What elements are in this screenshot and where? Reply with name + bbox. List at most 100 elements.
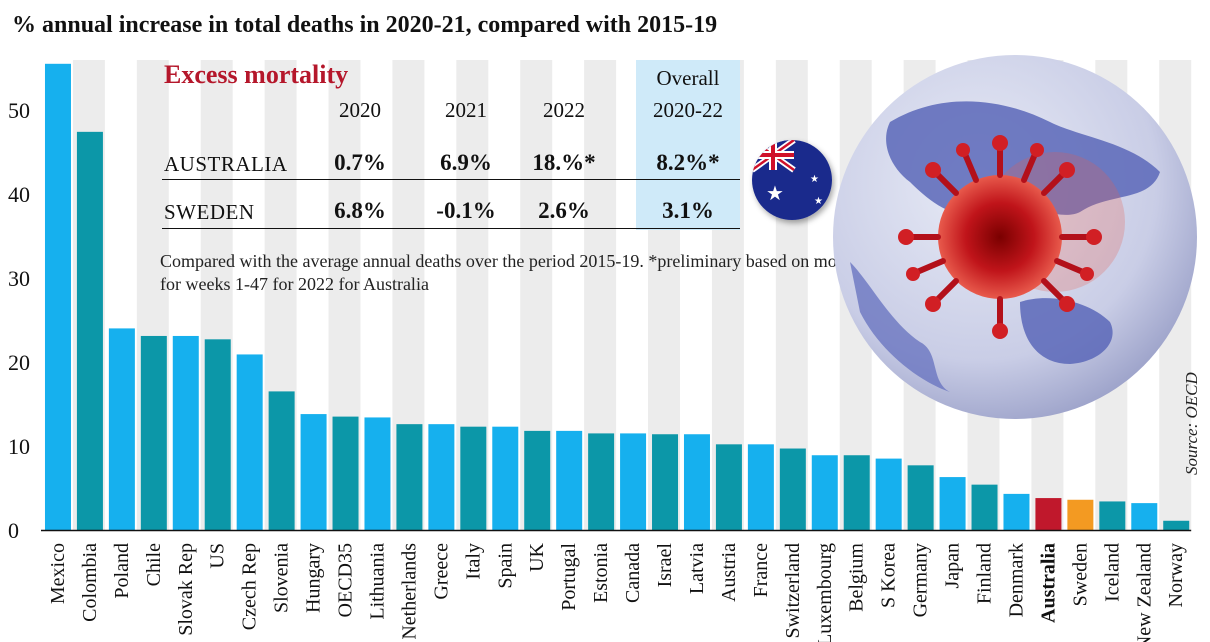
y-tick-label: 50	[8, 98, 30, 123]
y-tick-label: 0	[8, 518, 19, 543]
x-tick-label: Poland	[111, 543, 133, 599]
x-tick-label: Spain	[494, 543, 516, 589]
sweden-overall: 3.1%	[662, 198, 714, 223]
x-tick-label: Iceland	[1101, 543, 1123, 602]
bar	[779, 448, 806, 530]
bar	[364, 417, 391, 530]
row-australia-label: AUSTRALIA	[164, 152, 288, 176]
bar	[204, 339, 231, 530]
bar	[76, 131, 103, 530]
x-tick-label: Austria	[718, 543, 740, 602]
bar	[332, 416, 359, 530]
x-tick-label: Lithuania	[366, 543, 388, 620]
sweden-2021: -0.1%	[436, 198, 496, 223]
australia-2022: 18.%*	[532, 150, 596, 175]
bar	[1035, 498, 1062, 530]
x-tick-label: Hungary	[303, 543, 325, 613]
x-tick-label: Netherlands	[398, 543, 420, 640]
svg-text:★: ★	[810, 174, 819, 185]
bar	[652, 434, 679, 530]
bar	[428, 424, 455, 530]
bar	[140, 335, 167, 530]
bar	[1099, 501, 1126, 530]
x-tick-label: Italy	[462, 543, 484, 580]
globe-virus-illustration-icon	[830, 52, 1200, 422]
bar	[715, 444, 742, 530]
x-tick-label: Japan	[942, 543, 964, 589]
col-2020: 2020	[339, 98, 381, 122]
x-tick-label: UK	[526, 542, 548, 571]
table-footnote: Compared with the average annual deaths …	[160, 251, 880, 294]
y-tick-label: 10	[8, 434, 30, 459]
bar	[492, 426, 519, 530]
x-tick-label: Mexico	[47, 543, 69, 604]
x-tick-label: Czech Rep	[239, 543, 261, 630]
x-tick-label: Slovenia	[271, 543, 293, 613]
svg-text:★: ★	[766, 181, 784, 205]
x-tick-label: Sweden	[1069, 543, 1091, 606]
x-tick-label: Germany	[910, 543, 932, 617]
col-overall-line2: 2020-22	[653, 98, 723, 122]
x-tick-label: Greece	[430, 543, 452, 600]
sweden-2022: 2.6%	[538, 198, 590, 223]
bar	[556, 430, 583, 530]
col-2021: 2021	[445, 98, 487, 122]
x-tick-label: Israel	[654, 543, 676, 588]
bar	[683, 434, 710, 530]
bar	[620, 433, 647, 530]
bar	[843, 455, 870, 530]
x-tick-label: Slovak Rep	[175, 543, 197, 636]
bar	[1163, 520, 1190, 530]
col-2022: 2022	[543, 98, 585, 122]
australia-2021: 6.9%	[440, 150, 492, 175]
table-title: Excess mortality	[164, 60, 349, 89]
bar	[1131, 503, 1158, 530]
australian-flag-icon: ★ ★ ★	[752, 140, 832, 220]
bar	[44, 63, 71, 531]
excess-mortality-table: Excess mortality 2020 2021 2022 Overall …	[158, 58, 748, 238]
bar	[268, 391, 295, 530]
x-tick-label: S Korea	[878, 543, 900, 608]
bar	[524, 430, 551, 530]
bar	[811, 455, 838, 530]
row-divider	[162, 179, 740, 180]
x-tick-label: Australia	[1037, 543, 1059, 623]
x-tick-label: Switzerland	[782, 543, 804, 639]
x-tick-label: Latvia	[686, 543, 708, 594]
y-tick-label: 20	[8, 350, 30, 375]
australia-overall: 8.2%*	[656, 150, 720, 175]
bar	[588, 433, 615, 530]
x-tick-label: OECD35	[335, 543, 357, 617]
x-tick-label: Colombia	[79, 543, 101, 622]
bar	[1003, 493, 1030, 530]
sweden-2020: 6.8%	[334, 198, 386, 223]
row-sweden-label: SWEDEN	[164, 200, 255, 224]
svg-text:★: ★	[814, 196, 823, 207]
overall-column-highlight	[636, 60, 740, 230]
bar	[747, 444, 774, 530]
x-tick-label: Norway	[1165, 543, 1187, 607]
x-tick-label: US	[207, 543, 229, 569]
row-divider	[162, 228, 740, 229]
x-tick-label: France	[750, 543, 772, 598]
x-tick-label: New Zealand	[1133, 543, 1155, 642]
y-tick-label: 40	[8, 182, 30, 207]
bar	[396, 424, 423, 530]
x-tick-label: Luxembourg	[814, 543, 836, 642]
bar	[907, 465, 934, 530]
bar	[971, 484, 998, 530]
bar	[1067, 499, 1094, 530]
bar	[875, 458, 902, 530]
col-overall-line1: Overall	[656, 66, 720, 90]
x-tick-label: Chile	[143, 543, 165, 586]
bar	[460, 426, 487, 530]
chart-subtitle: % annual increase in total deaths in 202…	[12, 12, 718, 38]
bar	[300, 414, 327, 530]
x-tick-label: Denmark	[1005, 543, 1027, 617]
x-tick-label: Portugal	[558, 543, 580, 611]
bar	[939, 477, 966, 530]
x-tick-label: Finland	[974, 543, 996, 604]
x-tick-label: Canada	[622, 543, 644, 603]
bar	[172, 335, 199, 530]
